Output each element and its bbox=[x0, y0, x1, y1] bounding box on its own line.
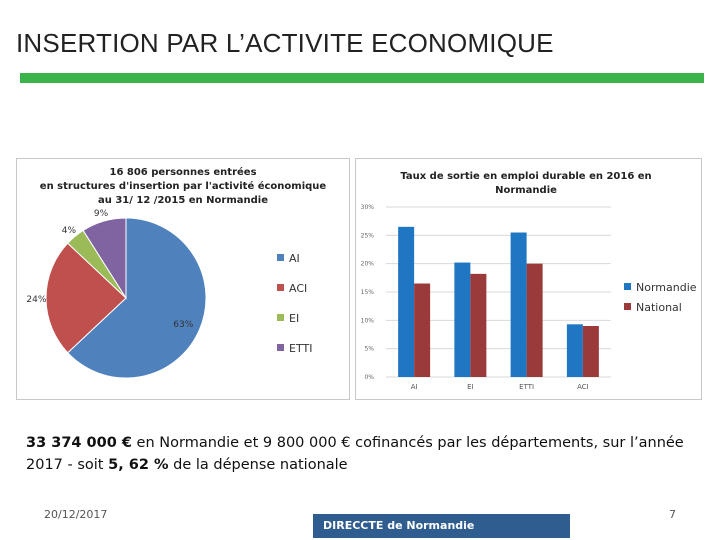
bar-ytick-label: 0% bbox=[364, 374, 374, 381]
pie-title-line-2: en structures d'insertion par l'activité… bbox=[40, 180, 327, 192]
bar-legend-swatch-national bbox=[624, 303, 631, 310]
pie-legend-label-etti: ETTI bbox=[289, 342, 312, 355]
pie-legend-label-aci: ACI bbox=[289, 282, 307, 295]
bar-xtick-label: EI bbox=[467, 383, 474, 391]
bar-xtick-label: ACI bbox=[577, 383, 589, 391]
pie-legend-label-ai: AI bbox=[289, 252, 300, 265]
pie-legend-swatch-aci bbox=[277, 284, 284, 291]
slide-title: INSERTION PAR L’ACTIVITE ECONOMIQUE bbox=[16, 28, 554, 58]
pie-legend-swatch-etti bbox=[277, 344, 284, 351]
pie-chart: 16 806 personnes entrées en structures d… bbox=[26, 166, 327, 379]
pie-legend-label-ei: EI bbox=[289, 312, 299, 325]
caption-text-2: de la dépense nationale bbox=[168, 457, 348, 473]
slide-caption: 33 374 000 € en Normandie et 9 800 000 €… bbox=[26, 432, 696, 476]
pie-title-line-1: 16 806 personnes entrées bbox=[109, 166, 256, 178]
caption-amount: 33 374 000 € bbox=[26, 435, 132, 451]
pie-legend-swatch-ei bbox=[277, 314, 284, 321]
bar-national-ai bbox=[414, 283, 431, 377]
bar-xtick-label: ETTI bbox=[519, 383, 534, 391]
bar-legend-swatch-normandie bbox=[624, 283, 631, 290]
pie-legend-swatch-ai bbox=[277, 254, 284, 261]
bar-ytick-label: 20% bbox=[361, 261, 375, 268]
bar-normandie-aci bbox=[566, 324, 583, 377]
pie-label-ei: 4% bbox=[62, 226, 77, 236]
bar-chart-panel: Taux de sortie en emploi durable en 2016… bbox=[355, 158, 702, 400]
footer-date: 20/12/2017 bbox=[44, 508, 108, 521]
caption-percent: 5, 62 % bbox=[108, 457, 169, 473]
bar-title-line-1: Taux de sortie en emploi durable en 2016… bbox=[400, 171, 651, 182]
bar-ytick-label: 30% bbox=[361, 204, 375, 211]
bar-normandie-etti bbox=[510, 232, 527, 377]
pie-label-etti: 9% bbox=[94, 209, 109, 219]
bar-ytick-label: 10% bbox=[361, 317, 375, 324]
bar-legend-label-normandie: Normandie bbox=[636, 281, 697, 294]
pie-label-aci: 24% bbox=[26, 295, 46, 305]
bar-xtick-label: AI bbox=[411, 383, 418, 391]
bar-national-aci bbox=[582, 326, 599, 377]
accent-bar bbox=[20, 73, 704, 83]
page-number: 7 bbox=[669, 508, 676, 521]
bar-ytick-label: 25% bbox=[361, 232, 375, 239]
caption-text-1: en Normandie et 9 800 000 € cofinancés p… bbox=[26, 435, 684, 473]
bar-national-etti bbox=[526, 263, 543, 377]
bar-national-ei bbox=[470, 273, 487, 377]
bar-normandie-ai bbox=[398, 226, 415, 377]
pie-slice-etti bbox=[82, 217, 127, 300]
pie-chart-panel: 16 806 personnes entrées en structures d… bbox=[16, 158, 350, 400]
pie-label-ai: 63% bbox=[173, 320, 193, 330]
pie-slice-ai bbox=[66, 217, 207, 379]
bar-ytick-label: 5% bbox=[364, 346, 374, 353]
bar-legend-label-national: National bbox=[636, 301, 682, 314]
bar-chart: Taux de sortie en emploi durable en 2016… bbox=[361, 171, 697, 391]
bar-title-line-2: Normandie bbox=[495, 185, 557, 196]
direccte-logo: DIRECCTE de Normandie bbox=[313, 514, 570, 538]
pie-slice-aci bbox=[45, 242, 127, 354]
pie-title-line-3: au 31/ 12 /2015 en Normandie bbox=[98, 195, 268, 206]
bar-normandie-ei bbox=[454, 262, 471, 377]
bar-ytick-label: 15% bbox=[361, 289, 375, 296]
